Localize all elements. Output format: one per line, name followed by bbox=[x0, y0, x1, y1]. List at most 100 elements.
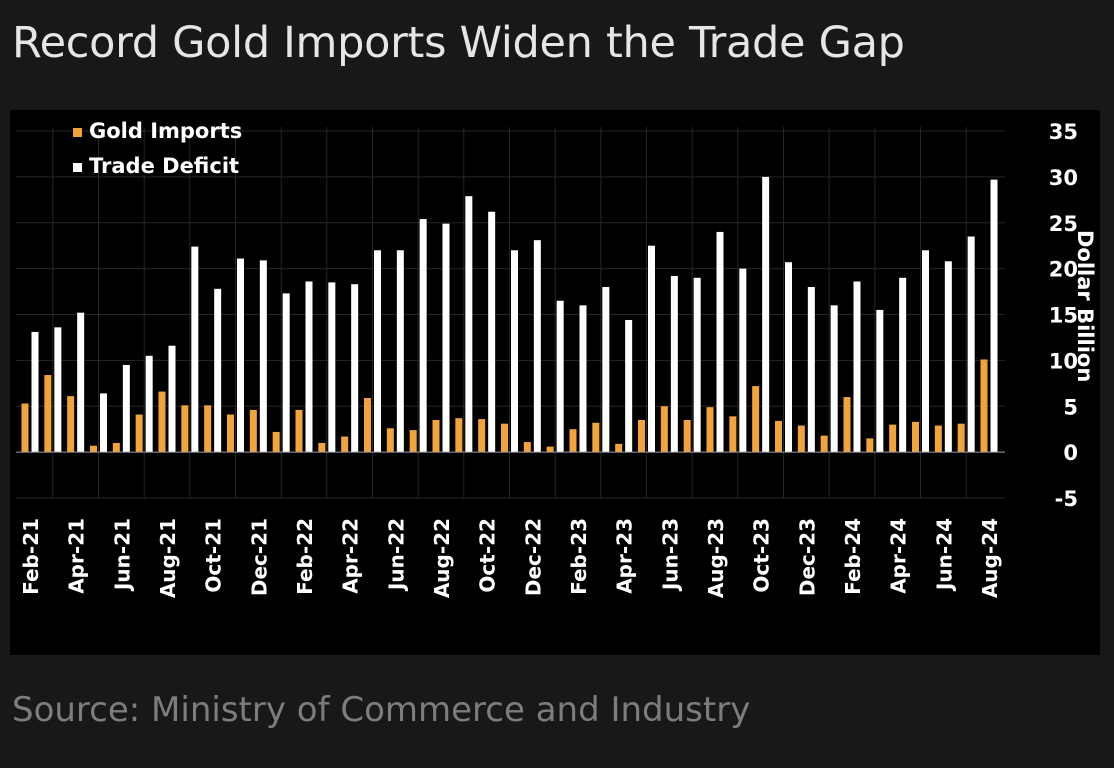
bar-gold-imports bbox=[820, 435, 828, 453]
legend-label: Trade Deficit bbox=[89, 154, 239, 178]
bar-trade-deficit bbox=[31, 331, 39, 453]
x-tick-label: Apr-23 bbox=[613, 518, 637, 594]
x-tick-label: Aug-22 bbox=[430, 518, 454, 598]
bar-trade-deficit bbox=[739, 268, 747, 453]
bar-gold-imports bbox=[21, 403, 29, 453]
bar-gold-imports bbox=[957, 423, 965, 453]
legend-label: Gold Imports bbox=[89, 119, 242, 143]
bar-trade-deficit bbox=[54, 327, 62, 453]
legend-swatch bbox=[73, 128, 82, 137]
bar-trade-deficit bbox=[876, 309, 884, 453]
y-tick-label: 10 bbox=[1049, 349, 1078, 373]
y-tick-label: 20 bbox=[1049, 258, 1078, 282]
bar-gold-imports bbox=[158, 391, 166, 453]
x-tick-label: Jun-23 bbox=[658, 518, 682, 592]
bar-trade-deficit bbox=[145, 355, 153, 453]
bar-gold-imports bbox=[592, 422, 600, 453]
bar-trade-deficit bbox=[807, 286, 815, 453]
x-tick-label: Dec-22 bbox=[521, 518, 545, 596]
x-tick-label: Jun-21 bbox=[110, 518, 134, 592]
bar-trade-deficit bbox=[374, 250, 381, 453]
bar-gold-imports bbox=[181, 405, 189, 453]
bar-gold-imports bbox=[67, 396, 75, 453]
bar-trade-deficit bbox=[237, 258, 244, 453]
bar-gold-imports bbox=[90, 445, 97, 453]
bar-trade-deficit bbox=[922, 250, 929, 453]
bar-trade-deficit bbox=[442, 223, 450, 453]
chart-title: Record Gold Imports Widen the Trade Gap bbox=[12, 18, 905, 68]
bar-gold-imports bbox=[638, 420, 645, 453]
bar-gold-imports bbox=[569, 429, 577, 453]
bar-trade-deficit bbox=[556, 300, 564, 453]
bar-trade-deficit bbox=[762, 176, 770, 453]
bar-gold-imports bbox=[912, 421, 919, 453]
legend: Gold Imports Trade Deficit bbox=[73, 119, 242, 178]
bar-gold-imports bbox=[752, 386, 760, 453]
x-tick-label: Apr-21 bbox=[65, 518, 89, 594]
x-tick-label: Aug-21 bbox=[156, 518, 180, 598]
bar-trade-deficit bbox=[396, 250, 404, 453]
bar-gold-imports bbox=[44, 375, 52, 453]
bar-trade-deficit bbox=[191, 246, 199, 453]
grid-lines bbox=[16, 127, 1005, 499]
bar-trade-deficit bbox=[853, 281, 861, 453]
y-tick-label: 5 bbox=[1063, 395, 1078, 419]
bar-trade-deficit bbox=[579, 305, 587, 453]
bar-trade-deficit bbox=[168, 345, 176, 453]
bar-gold-imports bbox=[135, 414, 143, 453]
bar-chart: 35 30 25 20 15 10 5 0 -5 Feb-21 Apr-21 Jun-21 Aug-21… bbox=[16, 119, 1097, 598]
y-tick-label: 30 bbox=[1049, 166, 1078, 190]
bar-gold-imports bbox=[706, 407, 714, 453]
bar-trade-deficit bbox=[282, 293, 290, 453]
bar-gold-imports bbox=[432, 420, 440, 453]
bar-trade-deficit bbox=[122, 364, 130, 453]
bar-gold-imports bbox=[318, 442, 326, 453]
x-tick-label: Apr-24 bbox=[887, 518, 911, 594]
x-tick-label: Oct-22 bbox=[476, 518, 500, 593]
bar-gold-imports bbox=[409, 430, 417, 453]
bar-gold-imports bbox=[501, 423, 508, 453]
bar-trade-deficit bbox=[830, 305, 838, 453]
y-tick-label: 15 bbox=[1049, 304, 1078, 328]
bar-trade-deficit bbox=[328, 282, 336, 453]
bar-trade-deficit bbox=[670, 275, 678, 453]
bar-trade-deficit bbox=[944, 261, 952, 453]
bar-gold-imports bbox=[227, 414, 234, 453]
bar-gold-imports bbox=[843, 397, 851, 453]
bar-gold-imports bbox=[729, 416, 737, 453]
bar-trade-deficit bbox=[990, 179, 998, 453]
bar-trade-deficit bbox=[648, 245, 655, 453]
bar-gold-imports bbox=[295, 409, 303, 453]
bar-trade-deficit bbox=[625, 320, 633, 453]
bar-trade-deficit bbox=[533, 240, 541, 453]
bar-gold-imports bbox=[455, 418, 463, 453]
bar-gold-imports bbox=[204, 405, 212, 453]
x-tick-label: Apr-22 bbox=[339, 518, 363, 594]
bar-gold-imports bbox=[386, 428, 394, 453]
bar-trade-deficit bbox=[305, 281, 313, 453]
y-axis-title: Dollar Billion bbox=[1073, 230, 1097, 382]
source-note: Source: Ministry of Commerce and Industr… bbox=[12, 690, 751, 730]
x-tick-label: Oct-23 bbox=[750, 518, 774, 593]
bar-gold-imports bbox=[272, 431, 280, 453]
chart-panel: 35 30 25 20 15 10 5 0 -5 Feb-21 Apr-21 Jun-21 Aug-21… bbox=[10, 110, 1100, 655]
bar-trade-deficit bbox=[716, 231, 724, 453]
bar-gold-imports bbox=[980, 359, 988, 453]
bar-gold-imports bbox=[889, 424, 897, 453]
bar-trade-deficit bbox=[100, 393, 107, 453]
x-tick-label: Aug-24 bbox=[978, 518, 1002, 598]
x-tick-label: Jun-24 bbox=[932, 518, 956, 592]
bar-trade-deficit bbox=[511, 250, 518, 453]
bar-gold-imports bbox=[683, 420, 691, 453]
bar-trade-deficit bbox=[77, 312, 85, 453]
bar-trade-deficit bbox=[214, 288, 222, 453]
bar-gold-imports bbox=[660, 406, 668, 453]
bar-trade-deficit bbox=[351, 284, 359, 453]
y-tick-label: 0 bbox=[1063, 441, 1078, 465]
x-tick-label: Feb-22 bbox=[293, 518, 317, 595]
bar-gold-imports bbox=[478, 419, 486, 453]
bar-gold-imports bbox=[866, 438, 874, 453]
bar-trade-deficit bbox=[785, 262, 792, 453]
x-tick-label: Oct-21 bbox=[202, 518, 226, 593]
bar-trade-deficit bbox=[899, 277, 907, 453]
